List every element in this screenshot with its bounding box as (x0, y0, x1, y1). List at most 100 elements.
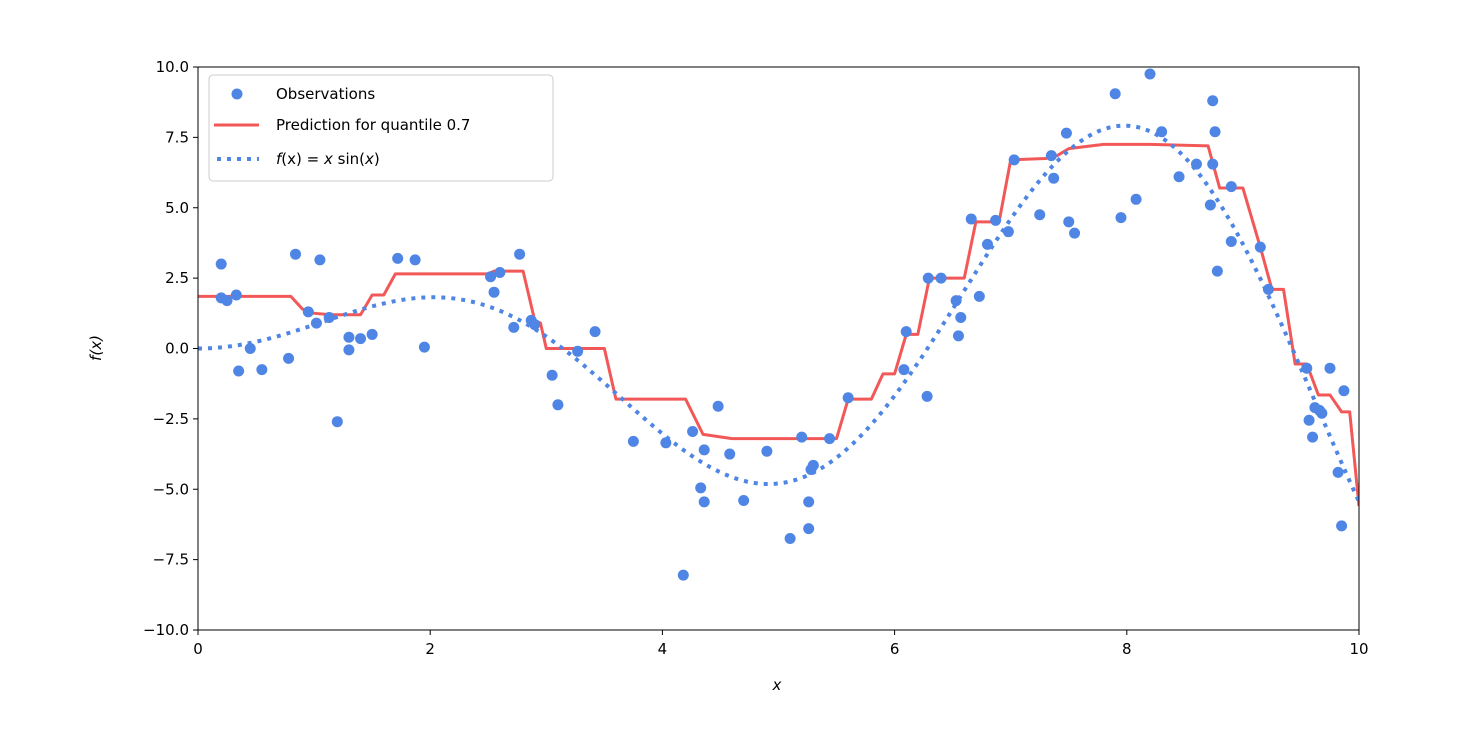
legend-observations-marker (231, 88, 243, 100)
observation-point (695, 482, 707, 494)
observation-point (494, 267, 506, 278)
observation-point (824, 433, 836, 445)
observation-point (1262, 283, 1274, 295)
legend-function-label-part: x (323, 150, 333, 168)
observation-point (409, 254, 421, 266)
observation-point (256, 364, 268, 376)
observation-point (392, 252, 404, 264)
observation-point (687, 426, 699, 438)
legend-function-label-part: (x) = (281, 150, 324, 168)
x-tick-label: 4 (658, 640, 668, 658)
observation-point (1002, 226, 1014, 238)
legend-function-label-part: f (276, 150, 284, 168)
observation-point (1225, 181, 1237, 193)
x-axis-label: x (772, 676, 782, 694)
observation-point (1338, 385, 1350, 397)
observation-point (803, 496, 815, 508)
observation-point (1060, 127, 1072, 139)
observation-point (803, 523, 815, 535)
observation-point (343, 344, 355, 356)
y-tick-label: −7.5 (153, 551, 189, 569)
observation-point (323, 312, 335, 324)
plot-area (198, 68, 1359, 581)
observation-point (712, 400, 724, 412)
observation-point (900, 326, 912, 338)
y-tick-label: −10.0 (143, 621, 189, 639)
observation-point (724, 448, 736, 460)
legend-function-label-part: sin( (333, 150, 365, 168)
y-tick-label: 10.0 (156, 58, 189, 76)
prediction-line (198, 142, 1359, 507)
observation-point (935, 272, 947, 284)
observation-point (1207, 95, 1219, 107)
observation-point (572, 345, 584, 357)
observation-point (1008, 154, 1020, 166)
observation-point (355, 333, 367, 345)
observation-point (1034, 209, 1046, 221)
observation-point (1211, 265, 1223, 277)
observation-point (552, 399, 564, 411)
axes: 0 2 4 6 8 10 −10.0 −7.5 −5.0 −2.5 0.0 2.5 5.0 7.5 10.0 (143, 58, 1369, 658)
legend-function-label: f(x) = x sin(x) (276, 150, 380, 168)
observation-point (1303, 414, 1315, 426)
observation-point (805, 464, 817, 476)
observation-point (677, 569, 689, 581)
y-tick-label: 0.0 (165, 340, 189, 358)
observation-point (1045, 150, 1057, 162)
observation-point (1225, 236, 1237, 248)
observation-point (1204, 199, 1216, 211)
observation-point (1173, 171, 1185, 183)
observation-point (1109, 88, 1121, 100)
observation-point (1130, 193, 1142, 205)
observation-point (796, 431, 808, 443)
observation-point (921, 390, 933, 402)
observation-point (230, 289, 242, 301)
x-tick-label: 6 (890, 640, 900, 658)
x-tick-label: 0 (193, 640, 203, 658)
observation-point (418, 341, 430, 353)
observation-point (302, 306, 314, 318)
observation-point (1207, 158, 1219, 170)
observation-point (1301, 362, 1313, 374)
observation-point (1254, 241, 1266, 253)
observation-point (343, 331, 355, 343)
observation-point (981, 238, 993, 250)
observation-point (1316, 407, 1328, 419)
observation-point (898, 364, 910, 376)
observation-point (990, 214, 1002, 226)
x-tick-label: 2 (425, 640, 435, 658)
observation-point (215, 258, 227, 270)
observation-point (1336, 520, 1348, 532)
observation-point (366, 328, 378, 340)
y-tick-label: 5.0 (165, 199, 189, 217)
observation-point (955, 312, 967, 324)
observation-point (546, 369, 558, 381)
y-tick-label: 2.5 (165, 269, 189, 287)
plot-series (198, 68, 1359, 581)
y-axis-label: f(x) (87, 335, 105, 361)
function-curve (198, 123, 1359, 503)
legend-prediction-label: Prediction for quantile 0.7 (276, 116, 470, 134)
observation-point (244, 343, 256, 354)
observation-point (1156, 126, 1168, 138)
x-tick-label: 8 (1122, 640, 1132, 658)
observation-point (488, 286, 500, 298)
legend: Observations Prediction for quantile 0.7… (208, 74, 554, 182)
legend-observations-label: Observations (276, 85, 375, 103)
x-tick-label: 10 (1349, 640, 1368, 658)
observation-point (761, 445, 773, 457)
observation-point (1307, 431, 1319, 443)
observation-point (627, 435, 639, 447)
observation-point (221, 295, 233, 307)
observation-point (290, 248, 302, 260)
observation-point (1190, 158, 1202, 170)
observation-point (1324, 362, 1336, 374)
observation-point (1115, 212, 1127, 224)
observation-point (1048, 172, 1060, 184)
observation-point (660, 437, 672, 449)
observation-point (283, 352, 295, 364)
observation-point (952, 330, 964, 342)
observation-point (1144, 68, 1156, 80)
observation-point (508, 321, 520, 333)
